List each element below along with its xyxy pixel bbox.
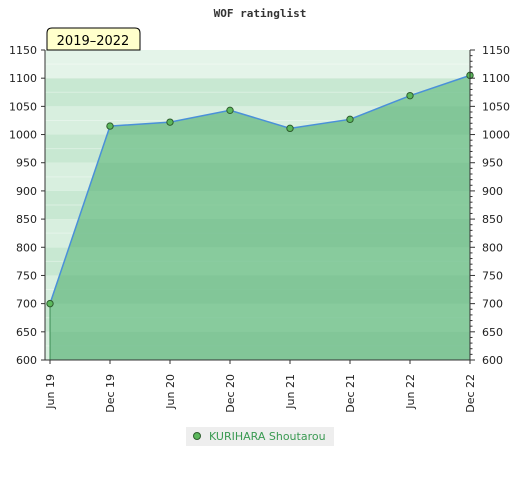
chart-title: WOF ratinglist (214, 7, 307, 20)
y-tick-label: 950 (16, 157, 37, 170)
y-axis-left: 600 650 700 750 800 850 900 950 1000 1050 1100 1150 (9, 44, 45, 367)
x-axis: Jun 19 Dec 19 Jun 20 Dec 20 Jun 21 Dec 21 Jun … (44, 360, 477, 413)
series-line (49, 74, 471, 360)
y-tick-label: 1150 (9, 44, 37, 57)
y-tick-label: 1000 (9, 129, 37, 142)
x-tick-label: Dec 21 (344, 374, 357, 413)
area-band-shade (50, 331, 470, 360)
y-tick-label: 1100 (482, 72, 510, 85)
y-tick-label: 1050 (482, 100, 510, 113)
data-point (106, 122, 114, 130)
area-band-shade (50, 162, 470, 191)
x-tick-label: Dec 22 (464, 374, 477, 413)
background-band (45, 50, 470, 79)
y-tick-label: 650 (16, 326, 37, 339)
x-tick-label: Dec 20 (224, 374, 237, 413)
data-point (286, 124, 294, 133)
y-tick-label: 750 (16, 269, 37, 282)
data-point (406, 91, 414, 100)
y-tick-label: 800 (482, 241, 503, 254)
legend: KURIHARA Shoutarou (186, 427, 334, 446)
x-tick-label: Jun 21 (284, 374, 297, 410)
y-tick-label: 800 (16, 241, 37, 254)
x-tick-label: Jun 20 (164, 374, 177, 410)
y-tick-label: 700 (482, 298, 503, 311)
area-band-shade (50, 275, 470, 304)
y-tick-label: 900 (482, 185, 503, 198)
y-tick-label: 950 (482, 157, 503, 170)
legend-entry: KURIHARA Shoutarou (209, 430, 326, 443)
data-point (346, 115, 354, 124)
y-tick-label: 850 (16, 213, 37, 226)
x-tick-label: Jun 19 (44, 374, 57, 410)
data-point (166, 118, 174, 126)
y-tick-label: 1050 (9, 100, 37, 113)
x-tick-label: Jun 22 (404, 374, 417, 410)
x-tick-label: Dec 19 (104, 374, 117, 413)
data-point (46, 299, 54, 308)
y-tick-label: 700 (16, 298, 37, 311)
y-tick-label: 650 (482, 326, 503, 339)
area-band-shade (50, 219, 470, 248)
period-label: 2019–2022 (57, 34, 130, 49)
y-axis-right: 600 650 700 750 800 850 900 950 1000 1050 1100 1150 (470, 44, 510, 367)
y-tick-label: 600 (16, 354, 37, 367)
period-badge: 2019–2022 (46, 27, 141, 51)
y-tick-label: 850 (482, 213, 503, 226)
y-tick-label: 600 (482, 354, 503, 367)
series-area (50, 75, 470, 360)
legend-marker (193, 432, 201, 440)
y-tick-label: 1000 (482, 129, 510, 142)
axes (44, 50, 471, 361)
y-tick-label: 1100 (9, 72, 37, 85)
data-point (226, 106, 234, 115)
data-area (50, 75, 470, 360)
series-polyline (49, 74, 471, 304)
y-tick-label: 750 (482, 269, 503, 282)
y-tick-label: 900 (16, 185, 37, 198)
y-tick-label: 1150 (482, 44, 510, 57)
